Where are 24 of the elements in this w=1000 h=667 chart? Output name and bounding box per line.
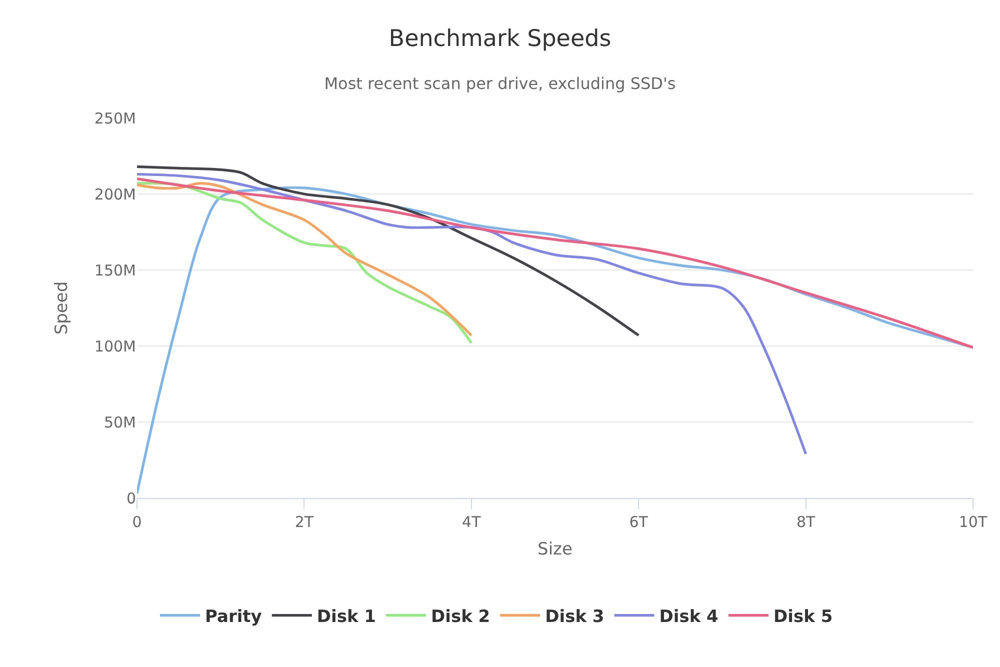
legend-label: Disk 1 [316, 606, 376, 627]
line-series [137, 178, 973, 349]
y-axis-title: Speed [52, 281, 72, 335]
legend-label: Disk 5 [774, 606, 833, 627]
legend-label: Parity [204, 606, 262, 627]
y-tick-label: 0 [126, 489, 136, 508]
x-tick-label: 6T [629, 513, 649, 531]
y-tick-label: 150M [94, 261, 136, 280]
x-tick-label: 2T [294, 513, 314, 531]
y-tick-label: 200M [94, 185, 136, 204]
x-tick-label: 4T [462, 513, 482, 531]
chart-subtitle: Most recent scan per drive, excluding SSD's [324, 74, 676, 93]
x-tick-label: 10T [958, 513, 988, 531]
line-series [137, 165, 640, 337]
legend-label: Disk 2 [431, 606, 490, 627]
legend-label: Disk 4 [659, 606, 719, 627]
chart-title: Benchmark Speeds [388, 26, 612, 52]
line-series [137, 172, 808, 456]
x-tick-label: 8T [796, 513, 816, 531]
y-tick-label: 100M [94, 337, 136, 356]
y-tick-label: 50M [104, 413, 136, 432]
x-axis-title: Size [538, 539, 572, 560]
y-tick-label: 250M [94, 109, 136, 128]
legend-label: Disk 3 [545, 606, 604, 627]
